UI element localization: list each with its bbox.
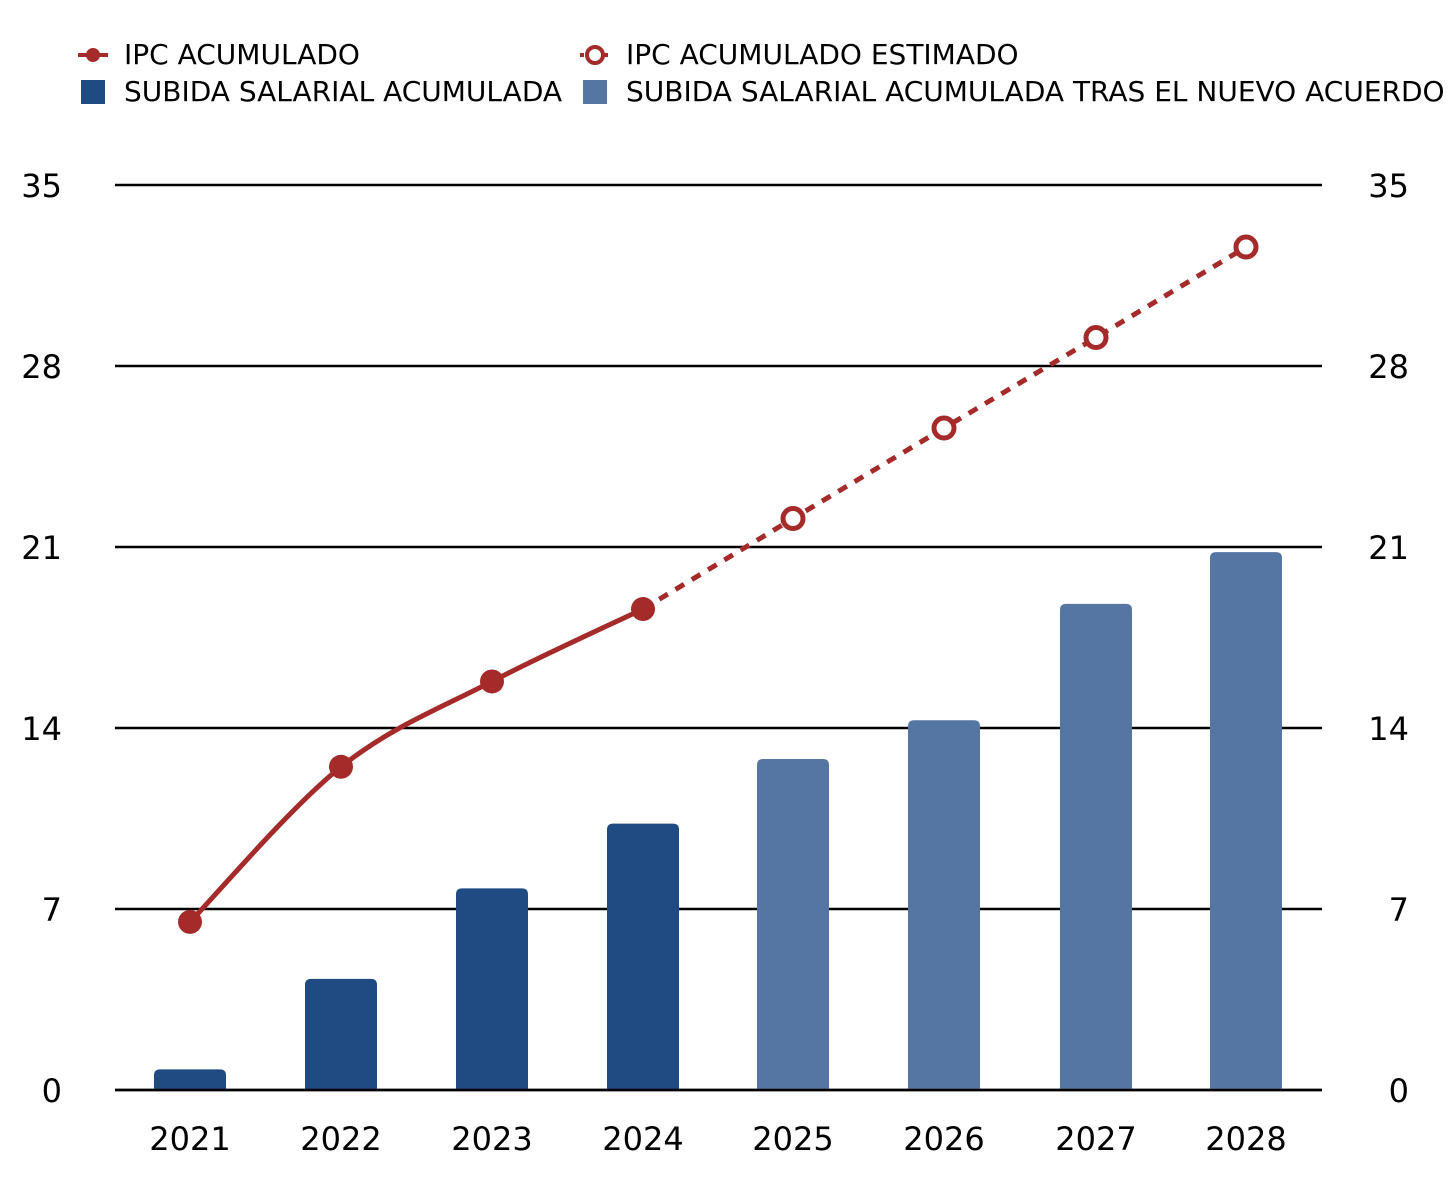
y-tick-left-label: 0 (42, 1072, 62, 1110)
bar-salary-2023 (456, 888, 528, 1090)
legend-square-light-icon (580, 80, 610, 104)
bar-salary-new-2028 (1210, 552, 1282, 1090)
legend-square-dark-icon (78, 80, 108, 104)
y-tick-right-label: 14 (1368, 710, 1409, 748)
ipc-estimado-point-2027 (1083, 325, 1109, 351)
y-tick-left-label: 35 (21, 167, 62, 205)
bar-salary-2024 (607, 823, 679, 1090)
bar-salary-new-2025 (757, 759, 829, 1090)
x-tick-label: 2024 (602, 1120, 683, 1158)
x-tick-label: 2026 (903, 1120, 984, 1158)
legend-label-salary: SUBIDA SALARIAL ACUMULADA (124, 75, 563, 108)
y-tick-right-label: 35 (1368, 167, 1409, 205)
x-tick-label: 2028 (1205, 1120, 1286, 1158)
legend-item-ipc-estimado: IPC ACUMULADO ESTIMADO (580, 38, 1019, 72)
x-tick-label: 2022 (300, 1120, 381, 1158)
ipc-estimado-point-2025 (780, 506, 806, 532)
bar-salary-new-2027 (1060, 603, 1132, 1090)
bar-salary-2021 (154, 1069, 226, 1090)
ipc-estimado-point-2028 (1233, 234, 1259, 260)
legend: IPC ACUMULADO IPC ACUMULADO ESTIMADO SUB… (0, 0, 1449, 120)
legend-item-salary: SUBIDA SALARIAL ACUMULADA (78, 75, 562, 109)
legend-open-marker-icon (580, 43, 610, 67)
y-tick-right-label: 7 (1389, 891, 1409, 929)
ipc-point-2021 (178, 909, 202, 934)
legend-label-ipc: IPC ACUMULADO (124, 38, 360, 71)
legend-label-salary-new: SUBIDA SALARIAL ACUMULADA TRAS EL NUEVO … (626, 75, 1445, 108)
ipc-estimado-point-2026 (931, 415, 957, 441)
x-tick-label: 2021 (149, 1120, 230, 1158)
legend-item-salary-new: SUBIDA SALARIAL ACUMULADA TRAS EL NUEVO … (580, 75, 1445, 109)
bar-salary-2022 (305, 978, 377, 1090)
ipc-line (188, 606, 645, 924)
y-tick-left-label: 7 (42, 891, 62, 929)
ipc-point-2022 (329, 754, 353, 779)
bar-salary-new-2026 (908, 720, 980, 1090)
y-tick-right-label: 28 (1368, 348, 1409, 386)
x-tick-label: 2023 (451, 1120, 532, 1158)
legend-line-marker-icon (78, 43, 108, 67)
y-tick-left-label: 28 (21, 348, 62, 386)
x-tick-label: 2027 (1055, 1120, 1136, 1158)
ipc-point-2024 (631, 597, 655, 622)
y-tick-left-label: 14 (21, 710, 62, 748)
x-tick-label: 2025 (752, 1120, 833, 1158)
ipc-point-2023 (480, 669, 504, 694)
y-tick-right-label: 21 (1368, 529, 1409, 567)
legend-item-ipc: IPC ACUMULADO (78, 38, 360, 72)
legend-label-ipc-estimado: IPC ACUMULADO ESTIMADO (626, 38, 1019, 71)
y-tick-right-label: 0 (1389, 1072, 1409, 1110)
y-tick-left-label: 21 (21, 529, 62, 567)
